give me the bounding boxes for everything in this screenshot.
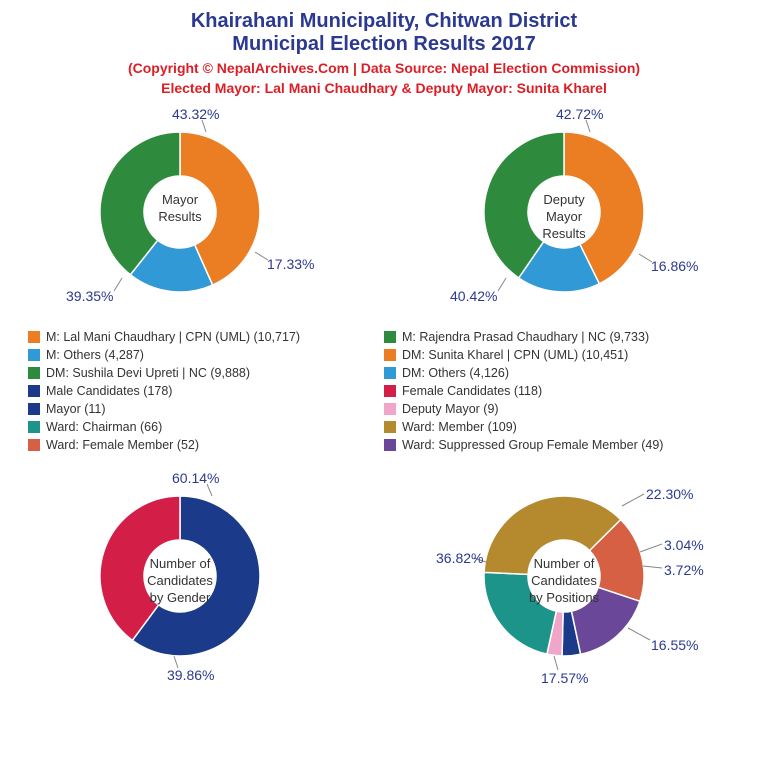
- chart-center-label: MayorResults: [140, 192, 220, 226]
- legend-label: M: Lal Mani Chaudhary | CPN (UML) (10,71…: [46, 330, 300, 344]
- top-charts-row: MayorResults 43.32% 17.33% 39.35% DeputyMay…: [0, 108, 768, 318]
- legend-swatch: [384, 421, 396, 433]
- legend-item: Deputy Mayor (9): [384, 402, 740, 416]
- legend-swatch: [384, 439, 396, 451]
- percent-label: 36.82%: [436, 550, 483, 566]
- legend-swatch: [384, 367, 396, 379]
- legend-label: Female Candidates (118): [402, 384, 542, 398]
- legend-swatch: [384, 403, 396, 415]
- legend-item: M: Others (4,287): [28, 348, 384, 362]
- percent-label: 42.72%: [556, 106, 603, 122]
- percent-label: 43.32%: [172, 106, 219, 122]
- legend-swatch: [384, 385, 396, 397]
- leader-line: [628, 628, 650, 640]
- legend-label: DM: Others (4,126): [402, 366, 509, 380]
- percent-label: 39.35%: [66, 288, 113, 304]
- legend-item: M: Rajendra Prasad Chaudhary | NC (9,733…: [384, 330, 740, 344]
- leader-line: [498, 278, 506, 291]
- legend-swatch: [28, 349, 40, 361]
- legend-label: Ward: Member (109): [402, 420, 517, 434]
- legend-label: DM: Sunita Kharel | CPN (UML) (10,451): [402, 348, 628, 362]
- gender-chart: Number ofCandidatesby Gender 60.14% 39.86%: [72, 472, 312, 682]
- leader-line: [640, 544, 662, 552]
- legend-label: M: Rajendra Prasad Chaudhary | NC (9,733…: [402, 330, 649, 344]
- legend-swatch: [28, 385, 40, 397]
- legend-label: Deputy Mayor (9): [402, 402, 499, 416]
- percent-label: 17.57%: [541, 670, 588, 686]
- legend-label: Mayor (11): [46, 402, 106, 416]
- percent-label: 16.86%: [651, 258, 698, 274]
- legend-label: M: Others (4,287): [46, 348, 144, 362]
- title-block: Khairahani Municipality, Chitwan Distric…: [0, 0, 768, 96]
- legend-item: Female Candidates (118): [384, 384, 740, 398]
- percent-label: 60.14%: [172, 470, 219, 486]
- percent-label: 39.86%: [167, 667, 214, 683]
- leader-line: [114, 278, 122, 291]
- leader-line: [554, 656, 558, 670]
- leader-line: [643, 566, 662, 568]
- legend-item: Ward: Member (109): [384, 420, 740, 434]
- percent-label: 40.42%: [450, 288, 497, 304]
- legend-label: Ward: Female Member (52): [46, 438, 199, 452]
- legend-item: DM: Sunita Kharel | CPN (UML) (10,451): [384, 348, 740, 362]
- chart-center-label: Number ofCandidatesby Positions: [524, 556, 604, 607]
- legend-item: Ward: Chairman (66): [28, 420, 384, 434]
- legend-swatch: [28, 367, 40, 379]
- legend-swatch: [384, 349, 396, 361]
- deputy-mayor-chart: DeputyMayorResults42.72%16.86%40.42%: [456, 108, 696, 318]
- percent-label: 16.55%: [651, 637, 698, 653]
- legend-swatch: [28, 421, 40, 433]
- legend-label: Male Candidates (178): [46, 384, 172, 398]
- legend-swatch: [28, 331, 40, 343]
- title-line-1: Khairahani Municipality, Chitwan Distric…: [0, 10, 768, 33]
- legend-swatch: [28, 403, 40, 415]
- legend-item: Mayor (11): [28, 402, 384, 416]
- subtitle-line-2: Elected Mayor: Lal Mani Chaudhary & Depu…: [0, 80, 768, 96]
- legend-item: Ward: Suppressed Group Female Member (49…: [384, 438, 740, 452]
- percent-label: 22.30%: [646, 486, 693, 502]
- title-line-2: Municipal Election Results 2017: [0, 33, 768, 56]
- legend-label: DM: Sushila Devi Upreti | NC (9,888): [46, 366, 250, 380]
- positions-chart: Number ofCandidatesby Positions3.72%3.04…: [456, 472, 696, 682]
- bottom-charts-row: Number ofCandidatesby Gender 60.14% 39.86%…: [0, 472, 768, 682]
- legend-item: Ward: Female Member (52): [28, 438, 384, 452]
- legend-swatch: [28, 439, 40, 451]
- legend-label: Ward: Chairman (66): [46, 420, 162, 434]
- legend: M: Lal Mani Chaudhary | CPN (UML) (10,71…: [0, 318, 768, 460]
- legend-item: DM: Sushila Devi Upreti | NC (9,888): [28, 366, 384, 380]
- mayor-chart: MayorResults43.32%17.33%39.35%: [72, 108, 312, 318]
- leader-line: [622, 494, 644, 506]
- percent-label: 17.33%: [267, 256, 314, 272]
- percent-label: 3.04%: [664, 537, 704, 553]
- subtitle-line-1: (Copyright © NepalArchives.Com | Data So…: [0, 60, 768, 76]
- legend-swatch: [384, 331, 396, 343]
- chart-center-label: Number ofCandidatesby Gender: [140, 556, 220, 607]
- legend-item: M: Lal Mani Chaudhary | CPN (UML) (10,71…: [28, 330, 384, 344]
- legend-item: DM: Others (4,126): [384, 366, 740, 380]
- legend-item: Male Candidates (178): [28, 384, 384, 398]
- chart-center-label: DeputyMayorResults: [524, 192, 604, 243]
- legend-label: Ward: Suppressed Group Female Member (49…: [402, 438, 663, 452]
- percent-label: 3.72%: [664, 562, 704, 578]
